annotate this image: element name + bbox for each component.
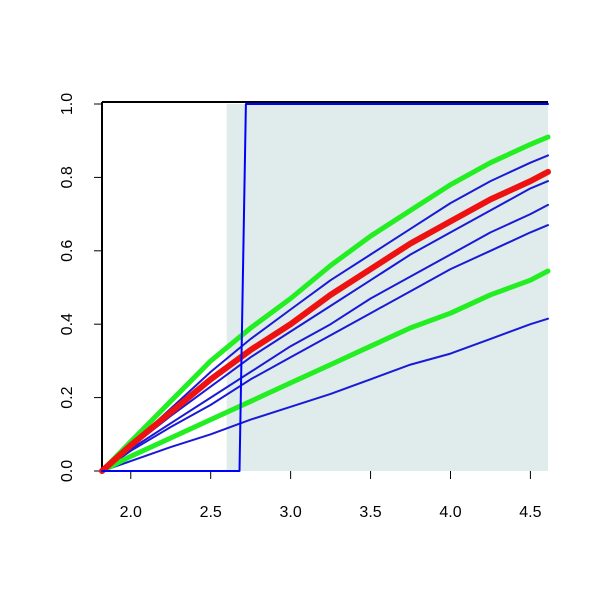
x-tick-label: 2.0 [120, 504, 142, 521]
curve [99, 134, 551, 474]
x-tick-label: 3.0 [280, 504, 302, 521]
x-tick-label: 4.0 [439, 504, 461, 521]
curve [101, 103, 549, 472]
y-tick-label: 0.8 [59, 166, 76, 188]
y-tick-label: 0.0 [59, 460, 76, 482]
x-tick-label: 3.5 [359, 504, 381, 521]
curve [99, 168, 551, 474]
x-tick-label: 4.5 [519, 504, 541, 521]
y-tick-label: 0.4 [59, 313, 76, 335]
y-tick-label: 0.2 [59, 386, 76, 408]
curve [101, 224, 549, 472]
x-tick-label: 2.5 [200, 504, 222, 521]
curve [101, 317, 549, 472]
curve [99, 268, 551, 474]
curve [101, 203, 549, 472]
y-tick-label: 1.0 [59, 93, 76, 115]
y-tick-label: 0.6 [59, 240, 76, 262]
